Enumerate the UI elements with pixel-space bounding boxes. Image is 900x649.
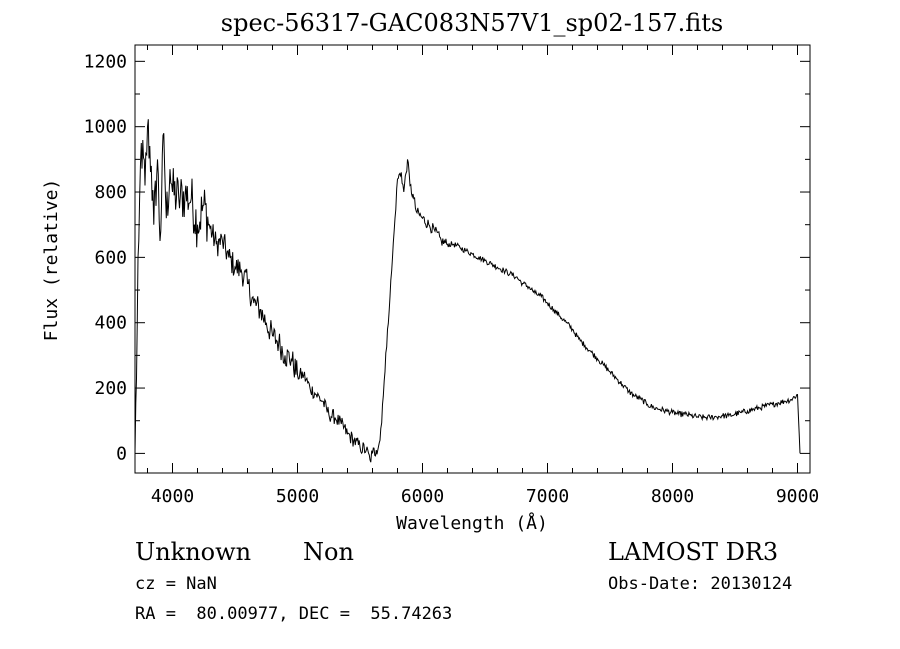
radec-text: RA = 80.00977, DEC = 55.74263 <box>135 604 453 624</box>
y-axis: 0 200 400 600 800 1000 1200 <box>84 51 810 464</box>
x-tick-label: 9000 <box>776 486 819 507</box>
y-tick-label: 0 <box>116 443 127 464</box>
y-axis-label: Flux (relative) <box>41 179 62 342</box>
survey-label: LAMOST DR3 <box>608 538 779 566</box>
x-tick-label: 8000 <box>651 486 694 507</box>
x-axis: 4000 5000 6000 7000 8000 9000 <box>147 45 819 507</box>
x-tick-label: 6000 <box>401 486 444 507</box>
plot-frame <box>134 44 811 474</box>
x-tick-label: 4000 <box>151 486 194 507</box>
y-tick-label: 400 <box>94 313 127 334</box>
x-tick-label: 7000 <box>526 486 569 507</box>
x-tick-label: 5000 <box>276 486 319 507</box>
y-tick-label: 600 <box>94 247 127 268</box>
classification-text: Unknown <box>135 538 252 566</box>
obs-date-text: Obs-Date: 20130124 <box>608 574 793 594</box>
y-tick-label: 1000 <box>84 117 127 138</box>
spectrum-series-line <box>134 119 801 463</box>
cz-text: cz = NaN <box>135 574 217 594</box>
x-axis-label: Wavelength (Å) <box>396 512 548 534</box>
y-tick-label: 200 <box>94 378 127 399</box>
chart-title: spec-56317-GAC083N57V1_sp02-157.fits <box>221 9 723 37</box>
subclass-text: Non <box>303 538 354 566</box>
y-tick-label: 800 <box>94 182 127 203</box>
y-tick-label: 1200 <box>84 51 127 72</box>
